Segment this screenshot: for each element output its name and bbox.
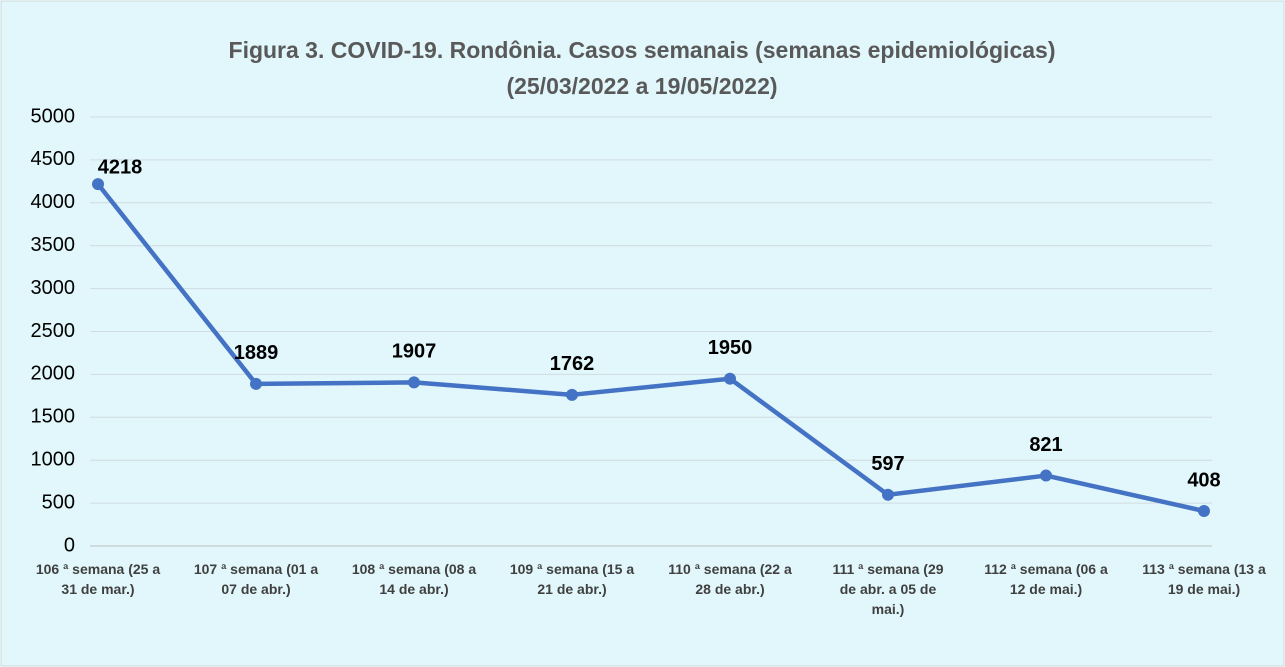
y-tick-label: 4500 [31, 148, 76, 170]
chart-subtitle: (25/03/2022 a 19/05/2022) [506, 73, 777, 99]
x-tick-label: 109 ª semana (15 a 21 de abr.) [510, 561, 634, 597]
point [250, 377, 262, 390]
y-tick-label: 2500 [31, 320, 76, 342]
data-label: 1762 [550, 353, 595, 375]
y-tick-label: 3000 [31, 277, 76, 299]
line [96, 182, 1205, 514]
x-tick-label: 107 ª semana (01 a 07 de abr.) [194, 561, 318, 597]
x-tick-label: 108 ª semana (08 a 14 de abr.) [352, 561, 476, 597]
y-tick-label: 2000 [31, 363, 76, 385]
data-label: 597 [871, 453, 904, 475]
x-tick-label: 112 ª semana (06 a 12 de mai.) [984, 561, 1108, 597]
chart-title: Figura 3. COVID-19. Rondônia. Casos sema… [229, 37, 1056, 63]
data-label: 821 [1029, 434, 1062, 456]
data-label: 1950 [708, 337, 753, 359]
x-tick-label: 111 ª semana (29 de abr. a 05 de mai.) [832, 561, 943, 617]
y-tick-label: 5000 [31, 105, 76, 127]
x-tick-label: 106 ª semana (25 a 31 de mar.) [36, 561, 160, 597]
point [724, 372, 736, 385]
y-tick-label: 1500 [31, 406, 76, 428]
x-tick-label: 113 ª semana (13 a 19 de mai.) [1142, 561, 1266, 597]
point [1040, 469, 1052, 482]
y-tick-label: 3500 [31, 234, 76, 256]
y-tick-label: 500 [42, 491, 75, 513]
y-tick-label: 1000 [31, 448, 76, 470]
x-tick-label: 110 ª semana (22 a 28 de abr.) [668, 561, 792, 597]
data-label: 408 [1187, 469, 1220, 491]
point [882, 488, 894, 501]
point [1198, 504, 1210, 517]
y-tick-label: 4000 [31, 191, 76, 213]
y-tick-label: 0 [64, 534, 75, 556]
point [92, 178, 104, 191]
data-label: 1889 [234, 342, 279, 364]
point [566, 388, 578, 401]
data-label: 4218 [98, 156, 143, 178]
data-label: 1907 [392, 341, 437, 363]
point [408, 376, 420, 389]
